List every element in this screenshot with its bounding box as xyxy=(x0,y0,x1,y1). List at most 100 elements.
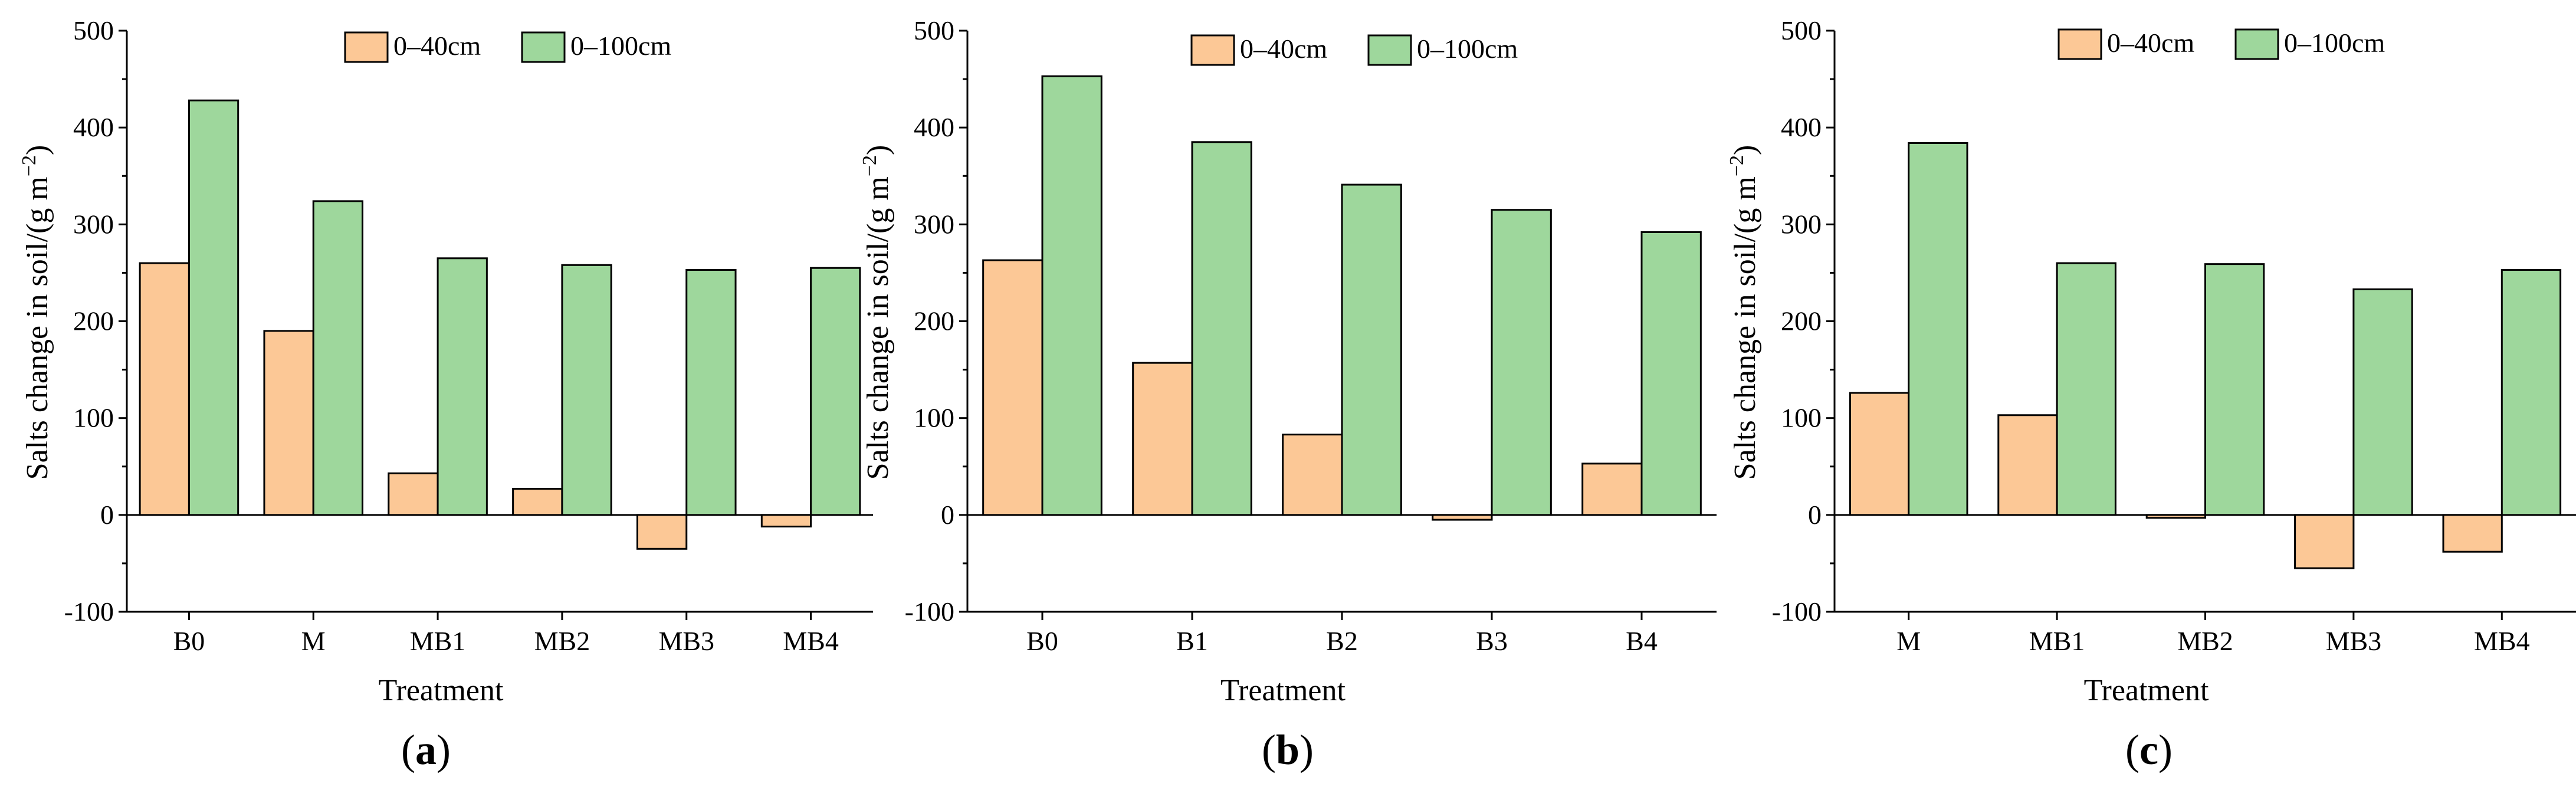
panel-label: (a) xyxy=(401,726,451,773)
panel-label: (c) xyxy=(2125,726,2173,773)
legend: 0–40cm 0–100cm xyxy=(344,31,671,63)
y-tick-label: 500 xyxy=(73,15,114,45)
legend-swatch-s1 xyxy=(344,31,389,63)
x-axis-label: Treatment xyxy=(2084,674,2209,707)
x-tick-label: B0 xyxy=(173,626,205,656)
y-tick-label: 300 xyxy=(73,209,114,239)
y-tick-label: 500 xyxy=(1781,15,1822,45)
panel-label-letter: a xyxy=(415,726,437,773)
panel-label-letter: b xyxy=(1276,726,1300,773)
y-axis-label-sup: −2 xyxy=(859,155,881,176)
bar-s2-b1 xyxy=(1191,141,1252,516)
x-tick-label: MB4 xyxy=(783,626,839,656)
bar-s1-mb1 xyxy=(1997,414,2058,516)
y-tick-label: 200 xyxy=(73,306,114,336)
legend-swatch-s2 xyxy=(521,31,566,63)
y-tick-label: 100 xyxy=(1781,403,1822,433)
panel-label-open: ( xyxy=(2125,726,2139,773)
legend-label-s2: 0–100cm xyxy=(2284,28,2385,58)
bar-s1-mb2 xyxy=(512,488,563,516)
y-axis-label-end: ) xyxy=(21,145,54,155)
y-axis-label-sup: −2 xyxy=(1726,155,1748,176)
bar-s2-b0 xyxy=(1041,75,1102,516)
legend-swatch-s1 xyxy=(1190,34,1235,66)
bar-s1-b1 xyxy=(1132,362,1193,516)
y-axis-label: Salts change in soil/(g m−2) xyxy=(859,145,895,480)
legend-label-s2: 0–100cm xyxy=(1417,34,1518,64)
bar-s2-mb1 xyxy=(2056,262,2116,516)
bar-s2-b4 xyxy=(1640,231,1702,516)
x-tick-label: MB3 xyxy=(2326,626,2382,656)
y-tick-label: 100 xyxy=(914,403,954,433)
x-tick-label: MB2 xyxy=(534,626,590,656)
x-tick-label: M xyxy=(301,626,326,656)
y-tick-label: 400 xyxy=(1781,112,1822,142)
chart-panel-c: -100 0 100 200 300 400 500 M MB1 MB2 MB3 MB4 Treatme… xyxy=(1726,15,2576,773)
bar-s1-mb4 xyxy=(2442,514,2503,553)
chart-panel-a: -100 0 100 200 300 400 500 B0 M MB1 MB2 MB3 MB4 Treat… xyxy=(18,15,873,773)
y-axis-label: Salts change in soil/(g m−2) xyxy=(18,145,54,480)
x-tick-label: MB2 xyxy=(2177,626,2233,656)
legend-swatch-s1 xyxy=(2057,28,2102,60)
bar-s1-b3 xyxy=(1432,514,1493,521)
legend-label-s1: 0–40cm xyxy=(2107,28,2194,58)
y-axis-label: Salts change in soil/(g m−2) xyxy=(1726,145,1762,480)
y-axis-label-main: Salts change in soil/(g m xyxy=(1728,176,1762,480)
x-tick-label: MB3 xyxy=(658,626,714,656)
y-tick-label: 0 xyxy=(1808,500,1822,530)
x-tick-label: MB1 xyxy=(2029,626,2085,656)
x-axis-label: Treatment xyxy=(1220,674,1346,707)
bar-s1-b0 xyxy=(982,259,1043,516)
y-tick-label: 200 xyxy=(914,306,954,336)
panel-label-close: ) xyxy=(2158,726,2173,773)
bar-s1-mb1 xyxy=(388,472,439,516)
y-tick-label: -100 xyxy=(1772,596,1822,627)
legend-label-s1: 0–40cm xyxy=(1240,34,1327,64)
bar-s2-mb1 xyxy=(437,257,488,516)
x-tick-label: B3 xyxy=(1476,626,1508,656)
bar-s2-mb4 xyxy=(2500,268,2562,516)
bar-s2-b0 xyxy=(188,99,239,516)
y-tick-label: 400 xyxy=(914,112,954,142)
bar-s1-mb3 xyxy=(2294,514,2355,569)
y-tick-label: 300 xyxy=(1781,209,1822,239)
bar-s1-mb3 xyxy=(636,514,688,550)
legend-swatch-s2 xyxy=(1367,34,1412,66)
x-tick-label: B4 xyxy=(1626,626,1658,656)
y-tick-label: 400 xyxy=(73,112,114,142)
panel-label-letter: c xyxy=(2139,726,2158,773)
panel-label-open: ( xyxy=(401,726,415,773)
bar-s2-mb3 xyxy=(685,268,737,516)
bar-s2-mb2 xyxy=(561,264,612,516)
panel-label-close: ) xyxy=(1300,726,1314,773)
bar-s1-m xyxy=(263,330,314,516)
y-tick-label: 0 xyxy=(941,500,954,530)
y-tick-label: 500 xyxy=(914,15,954,45)
bar-s1-mb2 xyxy=(2145,514,2207,519)
chart-panel-b: -100 0 100 200 300 400 500 B0 B1 B2 B3 B4 Treatment S… xyxy=(859,15,1717,773)
bar-s2-m xyxy=(312,200,364,516)
x-axis-label: Treatment xyxy=(379,674,504,707)
panel-label-close: ) xyxy=(437,726,451,773)
bar-s2-b3 xyxy=(1491,209,1552,516)
y-tick-label: 300 xyxy=(914,209,954,239)
legend-label-s1: 0–40cm xyxy=(393,31,481,61)
y-tick-label: 200 xyxy=(1781,306,1822,336)
legend: 0–40cm 0–100cm xyxy=(1190,34,1518,66)
y-axis-label-end: ) xyxy=(1728,145,1762,155)
panel-label: (b) xyxy=(1262,726,1314,773)
bar-s1-mb4 xyxy=(760,514,812,528)
bar-s2-m xyxy=(1908,142,1968,516)
x-tick-label: B1 xyxy=(1176,626,1208,656)
legend: 0–40cm 0–100cm xyxy=(2057,28,2385,60)
panel-label-open: ( xyxy=(1262,726,1276,773)
y-axis-label-main: Salts change in soil/(g m xyxy=(861,176,895,480)
bar-s2-mb4 xyxy=(810,267,861,516)
y-tick-label: 100 xyxy=(73,403,114,433)
bar-s2-mb2 xyxy=(2204,263,2265,516)
bar-s1-m xyxy=(1849,392,1910,516)
bar-s2-mb3 xyxy=(2352,288,2413,516)
x-tick-label: MB4 xyxy=(2474,626,2530,656)
bar-s2-b2 xyxy=(1341,183,1402,516)
